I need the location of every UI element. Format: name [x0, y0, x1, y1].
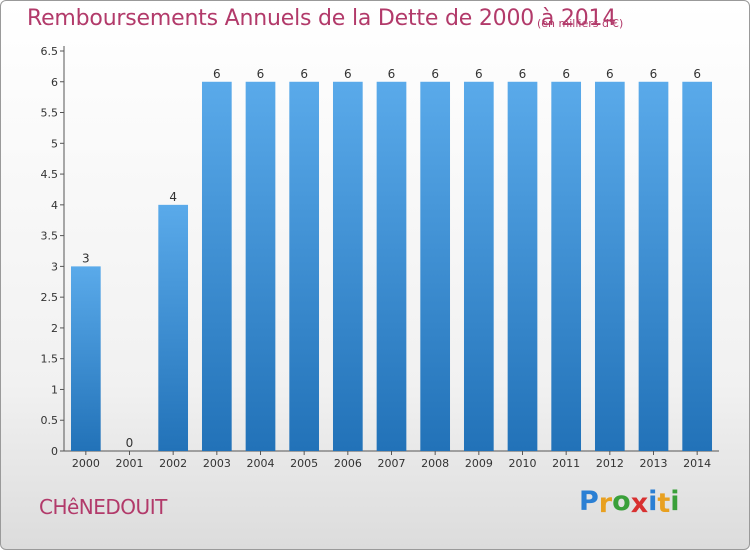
- y-tick-label: 5.5: [41, 107, 59, 120]
- x-tick-label: 2004: [247, 457, 275, 470]
- x-tick-label: 2008: [421, 457, 449, 470]
- data-label: 4: [169, 190, 177, 204]
- y-tick-label: 1: [51, 383, 58, 396]
- data-label: 6: [257, 67, 265, 81]
- data-label: 6: [344, 67, 352, 81]
- bar: [594, 81, 625, 452]
- x-tick-label: 2009: [465, 457, 493, 470]
- y-tick-label: 5: [51, 137, 58, 150]
- x-tick-label: 2012: [596, 457, 624, 470]
- bar: [158, 204, 189, 451]
- y-tick-label: 1.5: [41, 353, 59, 366]
- data-label: 6: [213, 67, 221, 81]
- x-tick-label: 2011: [552, 457, 580, 470]
- data-label: 6: [300, 67, 308, 81]
- logo-letter: o: [612, 486, 631, 517]
- x-tick-label: 2014: [683, 457, 711, 470]
- bar: [376, 81, 407, 452]
- city-name: CHêNEDOUIT: [39, 495, 167, 519]
- y-tick-label: 2.5: [41, 291, 59, 304]
- data-label: 6: [519, 67, 527, 81]
- bar: [420, 81, 451, 452]
- logo-letter: r: [598, 488, 613, 519]
- y-tick-label: 2: [51, 322, 58, 335]
- data-label: 6: [562, 67, 570, 81]
- data-label: 6: [431, 67, 439, 81]
- data-label: 6: [475, 67, 483, 81]
- bar: [332, 81, 363, 452]
- data-label: 6: [650, 67, 658, 81]
- bar: [289, 81, 320, 452]
- y-tick-label: 6: [51, 76, 58, 89]
- logo-letter: x: [630, 488, 649, 519]
- y-tick-label: 4: [51, 199, 58, 212]
- logo-letter: i: [670, 486, 680, 517]
- x-tick-label: 2013: [640, 457, 668, 470]
- x-tick-label: 2001: [116, 457, 144, 470]
- x-tick-label: 2010: [509, 457, 537, 470]
- y-tick-label: 6.5: [41, 45, 59, 58]
- logo-letter: i: [648, 486, 658, 517]
- chart-title: Remboursements Annuels de la Dette de 20…: [27, 6, 617, 31]
- proxiti-logo: Proxiti: [579, 486, 680, 519]
- bar: [638, 81, 669, 452]
- x-tick-label: 2006: [334, 457, 362, 470]
- y-tick-label: 4.5: [41, 168, 59, 181]
- bar: [70, 266, 101, 451]
- bar: [682, 81, 713, 452]
- data-label: 6: [606, 67, 614, 81]
- y-tick-label: 0.5: [41, 414, 59, 427]
- data-label: 0: [126, 436, 134, 450]
- bar: [245, 81, 276, 452]
- bar: [463, 81, 494, 452]
- y-tick-label: 3: [51, 260, 58, 273]
- data-label: 6: [388, 67, 396, 81]
- x-tick-label: 2000: [72, 457, 100, 470]
- x-tick-label: 2005: [290, 457, 318, 470]
- bar: [551, 81, 582, 452]
- x-tick-label: 2003: [203, 457, 231, 470]
- bar: [201, 81, 232, 452]
- logo-letter: t: [657, 488, 671, 519]
- y-tick-label: 3.5: [41, 230, 59, 243]
- x-tick-label: 2007: [378, 457, 406, 470]
- data-label: 3: [82, 251, 90, 265]
- bar: [507, 81, 538, 452]
- x-tick-label: 2002: [159, 457, 187, 470]
- y-tick-label: 0: [51, 445, 58, 458]
- logo-letter: P: [579, 486, 599, 517]
- chart-subtitle: (en milliers d'€): [537, 17, 624, 30]
- data-label: 6: [693, 67, 701, 81]
